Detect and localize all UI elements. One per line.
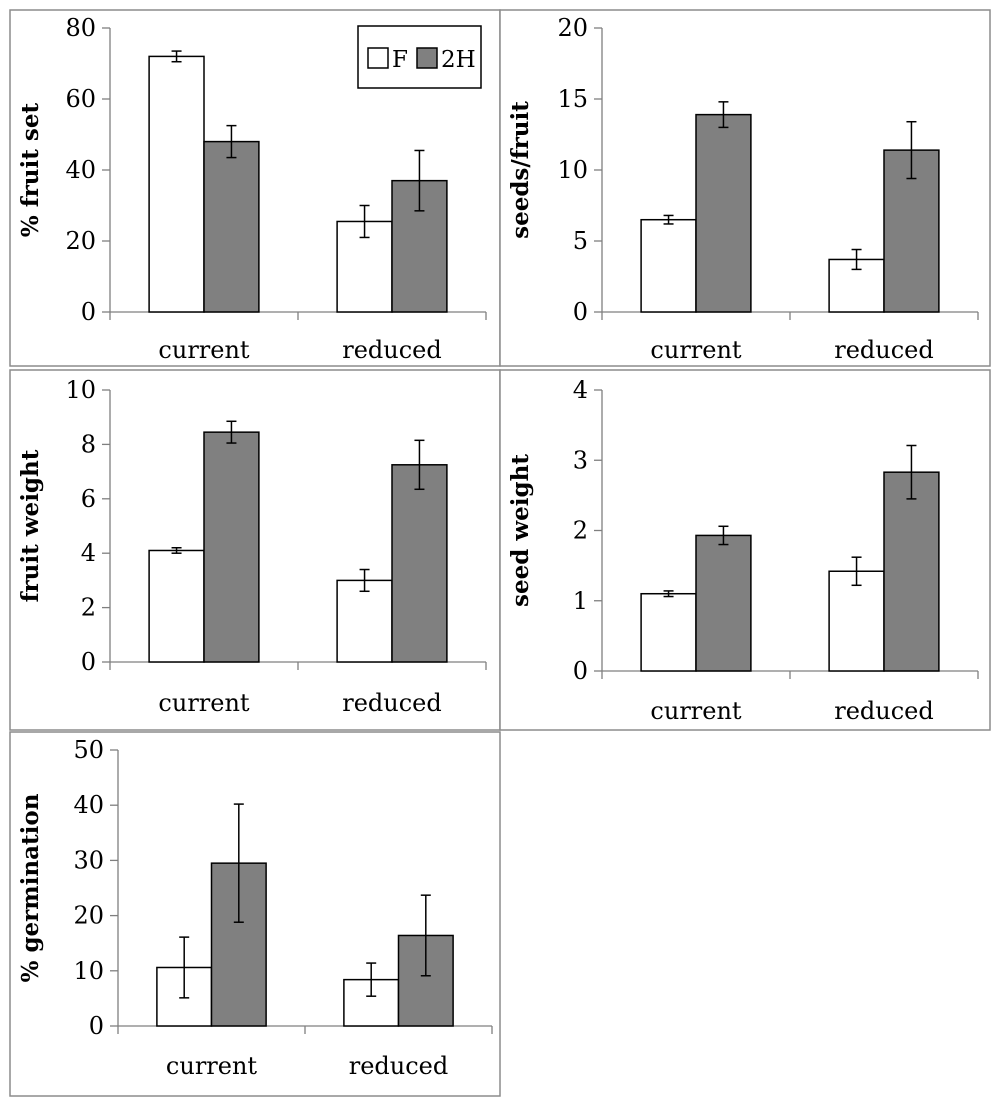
y-tick-label: 3 [573,446,588,474]
y-tick-label: 8 [81,430,96,458]
y-tick-label: 20 [557,14,588,42]
chart-panel-5: 0 10 20 30 40 50 current reduced % germination [9,731,501,1097]
bar-f-current [640,218,697,313]
y-tick-label: 6 [81,485,96,513]
legend-label: F [392,47,408,73]
y-tick-label: 80 [65,14,96,42]
bar-f-current [148,549,205,663]
bar-f-current [640,592,697,672]
legend-swatch-2h [416,47,438,69]
y-tick-label: 15 [557,85,588,113]
y-tick-label: 0 [81,298,96,326]
category-label: reduced [834,697,934,725]
legend-swatch-f [367,47,389,69]
y-tick-label: 0 [573,298,588,326]
y-tick-label: 10 [65,376,96,404]
category-label: current [166,1052,258,1080]
bar-2h-current [695,534,752,672]
chart-panel-4: 0 1 2 3 4 current reduced seed weight [499,369,991,731]
y-tick-label: 40 [73,791,104,819]
bar-2h-current [695,113,752,313]
legend-label: 2H [441,47,476,73]
category-label: current [650,336,742,364]
bar-2h-reduced [391,464,448,663]
y-tick-label: 40 [65,156,96,184]
y-tick-label: 2 [81,594,96,622]
bar-f-reduced [828,570,885,672]
category-label: current [158,689,250,717]
y-axis-title: seeds/fruit [507,101,534,239]
y-axis-title: % germination [17,793,44,982]
category-label: current [650,697,742,725]
y-tick-label: 50 [73,736,104,764]
category-label: reduced [342,689,442,717]
legend: F 2H [357,25,482,89]
chart-panel-2: 0 5 10 15 20 current reduced seeds/fruit [499,9,991,367]
category-label: reduced [349,1052,449,1080]
y-tick-label: 0 [89,1012,104,1040]
y-tick-label: 5 [573,227,588,255]
y-tick-label: 4 [573,376,588,404]
y-axis-title: % fruit set [17,103,44,238]
y-tick-label: 60 [65,85,96,113]
y-tick-label: 10 [73,957,104,985]
y-tick-label: 0 [81,648,96,676]
y-axis-title: fruit weight [17,449,44,602]
y-tick-label: 2 [573,517,588,545]
y-tick-label: 1 [573,587,588,615]
y-tick-label: 4 [81,539,96,567]
y-tick-label: 20 [73,902,104,930]
chart-panel-3: 0 2 4 6 8 10 current reduced fruit weight [9,369,501,731]
category-label: reduced [834,336,934,364]
category-label: reduced [342,336,442,364]
y-tick-label: 0 [573,657,588,685]
bar-f-reduced [336,579,393,663]
category-label: current [158,336,250,364]
bar-2h-current [203,431,260,663]
chart-panel-1: 0 20 40 60 80 current reduced % fruit set F 2H [9,9,501,367]
y-axis-title: seed weight [507,454,534,607]
y-tick-label: 20 [65,227,96,255]
bar-2h-current [203,140,260,313]
bar-2h-reduced [883,471,940,672]
y-tick-label: 30 [73,846,104,874]
y-tick-label: 10 [557,156,588,184]
bar-f-current [148,55,205,313]
